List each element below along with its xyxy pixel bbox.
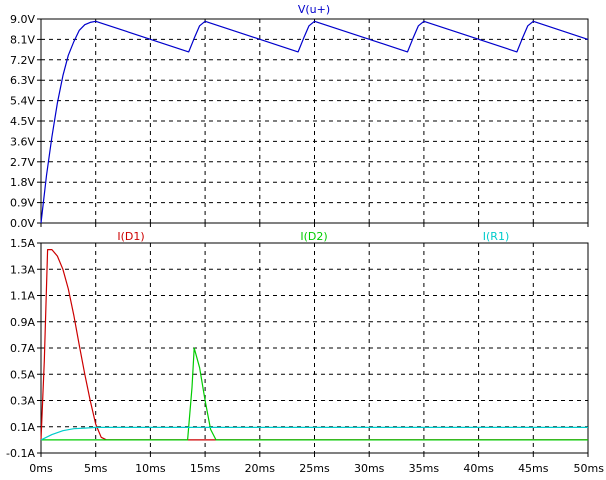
traces — [40, 20, 589, 441]
trace-v-u — [40, 20, 589, 224]
y-tick-label: 1.5A — [10, 237, 35, 250]
y-tick-label: 0.9A — [10, 316, 35, 329]
trace-title-id2: I(D2) — [300, 230, 327, 243]
y-tick-label: 0.0V — [10, 217, 35, 230]
y-tick-label: 0.7A — [10, 342, 35, 355]
trace-i-d1 — [40, 249, 588, 441]
x-tick-label: 35ms — [409, 462, 440, 475]
x-tick-label: 0ms — [29, 462, 53, 475]
y-tick-label: 5.4V — [10, 95, 35, 108]
y-tick-label: 1.1A — [10, 290, 35, 303]
y-tick-label: 6.3V — [10, 74, 35, 87]
x-tick-label: 45ms — [518, 462, 549, 475]
x-tick-label: 5ms — [84, 462, 108, 475]
y-tick-label: 1.3A — [10, 263, 35, 276]
y-tick-label: 0.9V — [10, 197, 35, 210]
trace-title-ir1: I(R1) — [483, 230, 509, 243]
y-tick-label: 0.5A — [10, 368, 35, 381]
y-tick-label: 3.6V — [10, 135, 35, 148]
y-tick-label: 1.8V — [10, 176, 35, 189]
trace-title-vu: V(u+) — [298, 3, 330, 16]
x-tick-label: 15ms — [190, 462, 221, 475]
trace-i-r1 — [40, 426, 588, 441]
y-tick-label: 7.2V — [10, 54, 35, 67]
y-tick-label: -0.1A — [6, 447, 35, 460]
x-tick-label: 40ms — [463, 462, 494, 475]
x-tick-label: 10ms — [135, 462, 166, 475]
y-tick-label: 9.0V — [10, 13, 35, 26]
trace-title-id1: I(D1) — [117, 230, 144, 243]
y-tick-label: 2.7V — [10, 156, 35, 169]
x-tick-label: 30ms — [354, 462, 385, 475]
tick-labels: 0.0V 0.9V 1.8V 2.7V 3.6V 4.5V 5.4V 6.3V 7.2V 8.1V… — [6, 13, 604, 475]
y-tick-label: 4.5V — [10, 115, 35, 128]
y-tick-label: 0.1A — [10, 421, 35, 434]
x-tick-label: 50ms — [574, 462, 605, 475]
grid-lines — [37, 18, 589, 457]
trace-i-d2 — [41, 347, 588, 441]
x-tick-label: 20ms — [245, 462, 276, 475]
y-tick-label: 8.1V — [10, 33, 35, 46]
y-tick-label: 0.3A — [10, 395, 35, 408]
x-tick-label: 25ms — [299, 462, 330, 475]
